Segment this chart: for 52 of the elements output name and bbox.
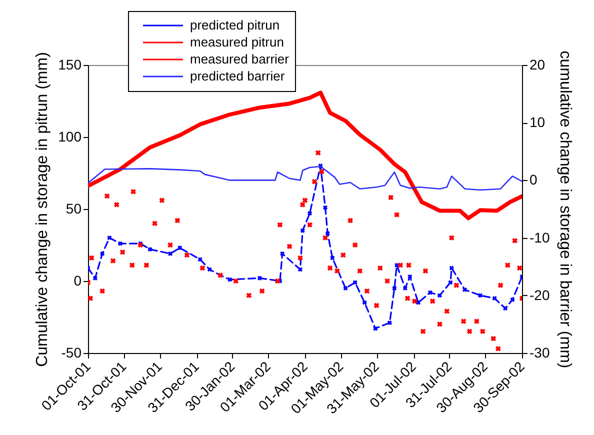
point xyxy=(352,280,358,285)
y-tick-label: 150 xyxy=(58,56,82,72)
point xyxy=(280,251,285,256)
point xyxy=(343,286,348,291)
point xyxy=(428,290,433,295)
point xyxy=(330,256,335,260)
point xyxy=(100,251,105,256)
point xyxy=(257,276,262,280)
point xyxy=(92,276,98,280)
point xyxy=(148,247,152,252)
y2-tick-label: -20 xyxy=(530,286,550,303)
y-tick-label: -50 xyxy=(61,344,82,360)
point xyxy=(392,286,397,291)
y2-tick-label: 20 xyxy=(530,56,546,72)
point xyxy=(510,297,515,302)
legend-label: predicted pitrun xyxy=(190,18,280,32)
point xyxy=(387,320,392,326)
y2-tick-label: -30 xyxy=(530,344,550,360)
point xyxy=(402,286,408,291)
point xyxy=(322,205,328,210)
point xyxy=(362,300,367,305)
point xyxy=(107,235,112,240)
point xyxy=(492,296,497,301)
point xyxy=(502,306,508,311)
legend-label: measured barrier xyxy=(190,52,290,66)
legend-label: measured pitrun xyxy=(190,34,284,50)
point xyxy=(448,280,453,285)
y-tick-label: 50 xyxy=(66,200,82,216)
y2-tick-label: -10 xyxy=(530,229,550,246)
y-tick-label: 100 xyxy=(58,128,82,144)
point xyxy=(307,211,312,216)
legend-label: predicted barrier xyxy=(190,68,286,84)
line-series xyxy=(88,90,522,220)
y2-tick-label: 10 xyxy=(530,114,546,130)
point xyxy=(198,257,202,262)
point xyxy=(298,267,303,272)
point xyxy=(449,266,454,270)
y2-axis-title: cumulative change in storage in barrier (mm) xyxy=(556,50,574,368)
y2-tick-label: 0 xyxy=(530,172,538,188)
point xyxy=(462,287,468,292)
point xyxy=(478,293,483,298)
point xyxy=(373,326,378,331)
point xyxy=(300,228,305,233)
point xyxy=(177,246,182,250)
point xyxy=(228,277,232,282)
point xyxy=(408,274,412,279)
point xyxy=(207,267,212,272)
point xyxy=(325,231,330,236)
point xyxy=(118,241,123,246)
y-tick-label: 0 xyxy=(74,272,82,288)
point xyxy=(437,293,442,298)
point xyxy=(168,251,173,256)
